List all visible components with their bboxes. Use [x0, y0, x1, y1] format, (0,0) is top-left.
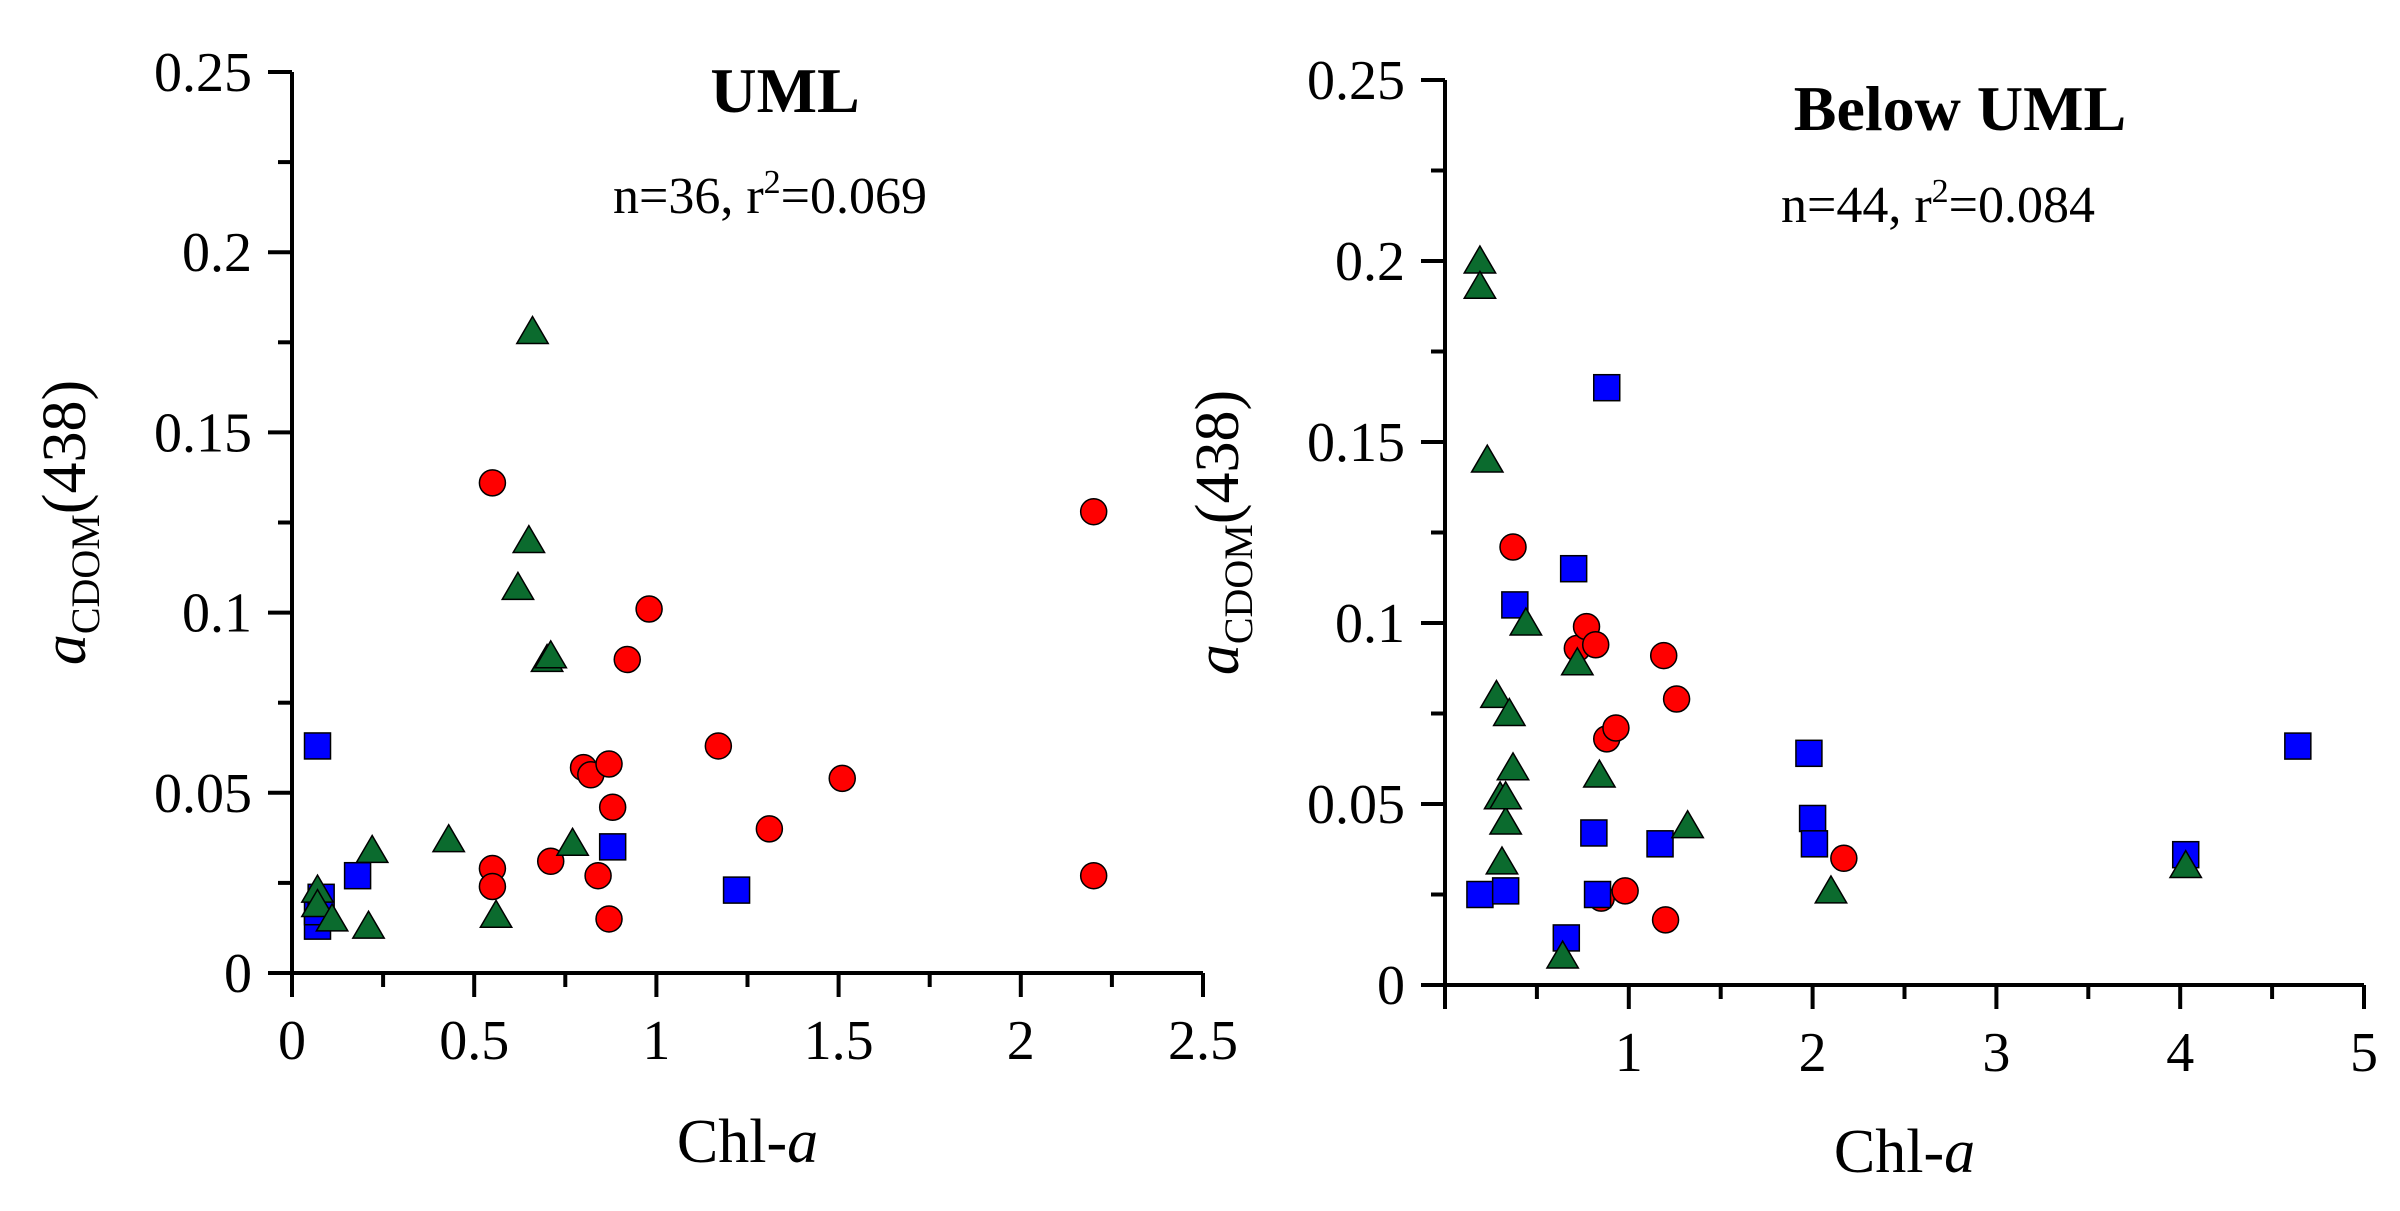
- chart-title: UML: [710, 55, 859, 126]
- data-point-square: [1800, 830, 1829, 858]
- data-point-circle: [704, 732, 733, 760]
- data-point-square: [1795, 739, 1823, 768]
- y-tick-label: 0.05: [154, 763, 252, 825]
- x-tick-label: 5: [2350, 1022, 2378, 1084]
- data-point-triangle: [431, 823, 466, 853]
- data-point-circle: [584, 861, 612, 890]
- y-tick-label: 0.2: [182, 222, 252, 284]
- data-point-square: [722, 876, 751, 904]
- data-point-square: [1491, 877, 1520, 905]
- data-point-triangle: [1560, 646, 1595, 676]
- data-point-square: [2284, 732, 2312, 760]
- data-point-triangle: [1582, 758, 1617, 788]
- data-point-square: [1583, 880, 1612, 909]
- data-point-circle: [1651, 906, 1680, 934]
- data-point-triangle: [315, 902, 350, 932]
- x-tick-label: 2.5: [1168, 1010, 1238, 1072]
- data-point-circle: [1581, 630, 1610, 659]
- data-point-square: [1646, 830, 1674, 858]
- data-point-triangle: [355, 834, 390, 864]
- data-point-triangle: [1488, 780, 1523, 810]
- data-point-triangle: [1496, 751, 1531, 781]
- y-tick-label: 0: [224, 943, 252, 1005]
- uml-chart: 0 0.5 1 1.5 2 2.5 0 0.05 0.1 0.15 0.2 0.25 Chl-a aCDO…: [31, 42, 1238, 1176]
- data-point-square: [1466, 880, 1494, 909]
- y-tick-label: 0.05: [1307, 774, 1405, 836]
- x-tick-label: 1.5: [804, 1010, 874, 1072]
- below-uml-chart: 1 2 3 4 5 0 0.05 0.1 0.15 0.2 0.25 Chl-a aCDOM(438) B…: [1184, 50, 2378, 1186]
- data-point-triangle: [1492, 697, 1527, 727]
- data-point-triangle: [1670, 809, 1705, 839]
- x-tick-label: 0: [278, 1010, 306, 1072]
- x-tick-label: 1: [642, 1010, 670, 1072]
- y-tick-label: 0.2: [1335, 231, 1405, 293]
- chart-stats: n=36, r2=0.069: [613, 164, 927, 225]
- x-tick-label: 3: [1982, 1022, 2010, 1084]
- y-tick-label: 0.25: [1307, 50, 1405, 112]
- data-point-circle: [595, 905, 623, 933]
- y-tick-label: 0: [1377, 955, 1405, 1017]
- data-point-circle: [828, 764, 856, 793]
- data-point-square: [1559, 554, 1588, 583]
- data-point-triangle: [1488, 805, 1523, 835]
- x-tick-label: 2: [1799, 1022, 1827, 1084]
- data-point-circle: [1611, 877, 1639, 905]
- data-point-triangle: [351, 909, 386, 939]
- data-point-circle: [1830, 844, 1858, 873]
- data-point-triangle: [515, 315, 550, 345]
- y-tick-label: 0.1: [1335, 593, 1405, 655]
- chart-stats: n=44, r2=0.084: [1781, 173, 2095, 234]
- data-point-triangle: [555, 826, 590, 856]
- data-point-circle: [1602, 714, 1630, 742]
- data-point-circle: [478, 872, 507, 901]
- x-tick-label: 2: [1007, 1010, 1035, 1072]
- x-axis-title: Chl-a: [677, 1108, 818, 1176]
- y-axis-title: aCDOM(438): [31, 380, 108, 665]
- data-point-circle: [1079, 861, 1108, 890]
- data-point-square: [343, 861, 372, 890]
- data-point-triangle: [533, 639, 568, 669]
- data-point-circle: [1079, 497, 1108, 526]
- data-point-triangle: [1479, 678, 1514, 709]
- data-point-circle: [1662, 685, 1691, 713]
- data-point-triangle: [479, 898, 514, 929]
- data-point-triangle: [500, 570, 535, 601]
- x-tick-label: 0.5: [439, 1010, 509, 1072]
- chart-title: Below UML: [1794, 73, 2126, 144]
- x-tick-label: 1: [1615, 1022, 1643, 1084]
- data-point-square: [598, 833, 627, 861]
- data-point-circle: [598, 793, 627, 821]
- data-point-square: [303, 732, 332, 760]
- x-tick-label: 4: [2166, 1022, 2194, 1084]
- data-point-triangle: [2168, 849, 2203, 879]
- data-point-triangle: [1470, 443, 1505, 473]
- data-point-circle: [1649, 641, 1678, 670]
- y-tick-label: 0.25: [154, 42, 252, 104]
- x-axis-title: Chl-a: [1834, 1118, 1975, 1186]
- data-point-circle: [635, 595, 663, 623]
- data-point-triangle: [1545, 939, 1580, 969]
- y-axis-title: aCDOM(438): [1184, 390, 1261, 675]
- data-point-circle: [755, 815, 784, 843]
- data-point-square: [1592, 373, 1621, 402]
- data-point-circle: [1499, 533, 1527, 561]
- y-tick-label: 0.15: [1307, 412, 1405, 474]
- data-point-triangle: [1462, 244, 1497, 274]
- data-point-triangle: [1813, 874, 1848, 904]
- y-tick-label: 0.1: [182, 583, 252, 645]
- data-point-triangle: [511, 524, 546, 554]
- data-point-circle: [478, 469, 507, 497]
- data-point-triangle: [300, 888, 335, 918]
- data-point-circle: [613, 645, 641, 674]
- y-tick-label: 0.15: [154, 402, 252, 464]
- data-point-circle: [595, 750, 623, 778]
- data-point-triangle: [1462, 269, 1497, 300]
- data-point-square: [1798, 804, 1827, 833]
- data-point-triangle: [1508, 606, 1543, 636]
- data-point-square: [1580, 819, 1608, 847]
- data-point-triangle: [1484, 845, 1519, 875]
